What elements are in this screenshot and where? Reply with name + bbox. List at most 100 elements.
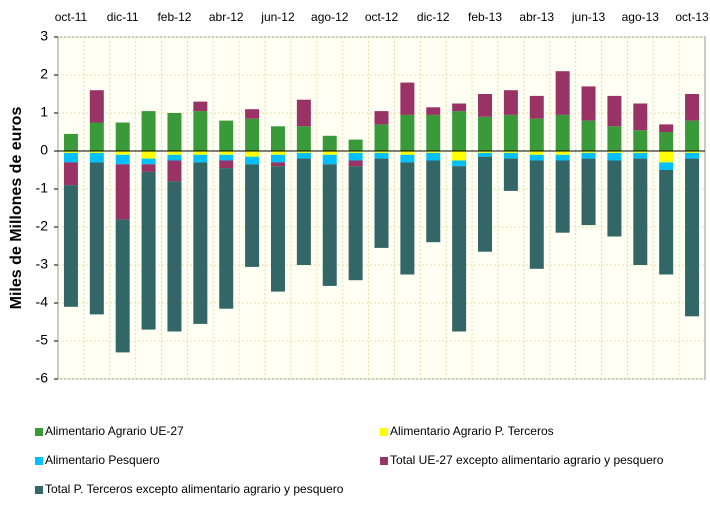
- bar-segment: [63, 133, 78, 151]
- bar-segment: [141, 171, 156, 330]
- bar-segment: [400, 82, 415, 115]
- bar-segment: [633, 152, 648, 159]
- bar-segment: [348, 160, 363, 167]
- bar-segment: [141, 158, 156, 165]
- bar-segment: [452, 111, 467, 151]
- legend-swatch: [35, 428, 43, 436]
- bar-segment: [270, 126, 285, 151]
- bar-segment: [607, 95, 622, 127]
- x-tick-label: dic-11: [107, 10, 139, 24]
- y-tick-label: -6: [36, 370, 49, 386]
- bar-segment: [685, 94, 700, 121]
- x-tick-label: jun-13: [571, 10, 606, 24]
- legend-label: Alimentario Agrario UE-27: [45, 424, 184, 438]
- y-tick-label: 3: [40, 28, 48, 44]
- bar-segment: [141, 111, 156, 151]
- bar-segment: [452, 151, 467, 161]
- bar-segment: [115, 122, 130, 151]
- bar-segment: [659, 170, 674, 275]
- y-tick-label: -3: [36, 256, 49, 272]
- bar-segment: [452, 160, 467, 167]
- legend-label: Total P. Terceros excepto alimentario ag…: [45, 482, 344, 496]
- bar-segment: [426, 114, 441, 151]
- bar-segment: [581, 120, 596, 151]
- bar-segment: [219, 168, 234, 309]
- legend-swatch: [35, 486, 43, 494]
- bar-segment: [270, 166, 285, 292]
- bar-segment: [115, 164, 130, 220]
- bar-segment: [348, 151, 363, 153]
- bar-segment: [296, 99, 311, 127]
- bar-segment: [296, 158, 311, 265]
- bar-segment: [193, 111, 208, 151]
- legend-swatch: [380, 457, 388, 465]
- x-tick-label: ago-13: [622, 10, 660, 24]
- y-tick-label: -1: [36, 180, 49, 196]
- bar-segment: [400, 114, 415, 151]
- bar-segment: [374, 124, 389, 151]
- legend-swatch: [380, 428, 388, 436]
- bar-segment: [89, 151, 104, 153]
- bar-segment: [115, 151, 130, 155]
- bar-segment: [115, 219, 130, 353]
- x-tick-label: oct-11: [55, 10, 88, 24]
- bar-segment: [581, 86, 596, 121]
- bar-segment: [141, 164, 156, 172]
- bar-segment: [685, 151, 700, 153]
- bar-segment: [400, 162, 415, 275]
- y-tick-label: 1: [40, 104, 48, 120]
- x-tick-label: abr-12: [209, 10, 244, 24]
- bar-segment: [374, 151, 389, 153]
- bar-segment: [167, 160, 182, 182]
- bar-segment: [63, 152, 78, 163]
- bar-segment: [193, 151, 208, 155]
- bar-segment: [322, 164, 337, 286]
- bar-segment: [270, 162, 285, 167]
- x-tick-label: oct-13: [675, 10, 709, 24]
- bar-segment: [348, 166, 363, 281]
- bar-segment: [141, 151, 156, 159]
- legend-swatch: [35, 457, 43, 465]
- bar-segment: [503, 158, 518, 191]
- bar-segment: [607, 160, 622, 237]
- bar-segment: [89, 122, 104, 151]
- bar-segment: [529, 95, 544, 119]
- bar-segment: [89, 162, 104, 315]
- bar-segment: [374, 158, 389, 248]
- bar-segment: [478, 151, 493, 153]
- bar-segment: [659, 124, 674, 132]
- bar-segment: [478, 94, 493, 117]
- bar-segment: [633, 151, 648, 153]
- bar-segment: [659, 151, 674, 163]
- bar-segment: [167, 113, 182, 151]
- bar-segment: [555, 154, 570, 161]
- bar-segment: [529, 118, 544, 151]
- bar-segment: [659, 132, 674, 151]
- bar-segment: [63, 185, 78, 307]
- y-axis-label: Miles de Millones de euros: [8, 107, 25, 310]
- y-tick-label: -5: [36, 332, 49, 348]
- x-tick-label: oct-12: [365, 10, 399, 24]
- bar-segment: [426, 107, 441, 115]
- bar-segment: [607, 151, 622, 153]
- x-tick-label: dic-12: [417, 10, 450, 24]
- bar-segment: [555, 114, 570, 151]
- legend-label: Total UE-27 excepto alimentario agrario …: [390, 453, 664, 467]
- bar-segment: [348, 139, 363, 151]
- bar-segment: [348, 152, 363, 161]
- bar-segment: [685, 152, 700, 159]
- bar-segment: [89, 90, 104, 123]
- bar-segment: [270, 154, 285, 163]
- bar-segment: [685, 158, 700, 317]
- bar-segment: [478, 156, 493, 252]
- bar-segment: [322, 135, 337, 151]
- bar-segment: [581, 158, 596, 226]
- bar-segment: [607, 126, 622, 151]
- bar-segment: [478, 116, 493, 151]
- bar-segment: [219, 160, 234, 169]
- bar-segment: [633, 103, 648, 131]
- bar-segment: [115, 154, 130, 165]
- bar-segment: [167, 154, 182, 161]
- bar-segment: [374, 152, 389, 159]
